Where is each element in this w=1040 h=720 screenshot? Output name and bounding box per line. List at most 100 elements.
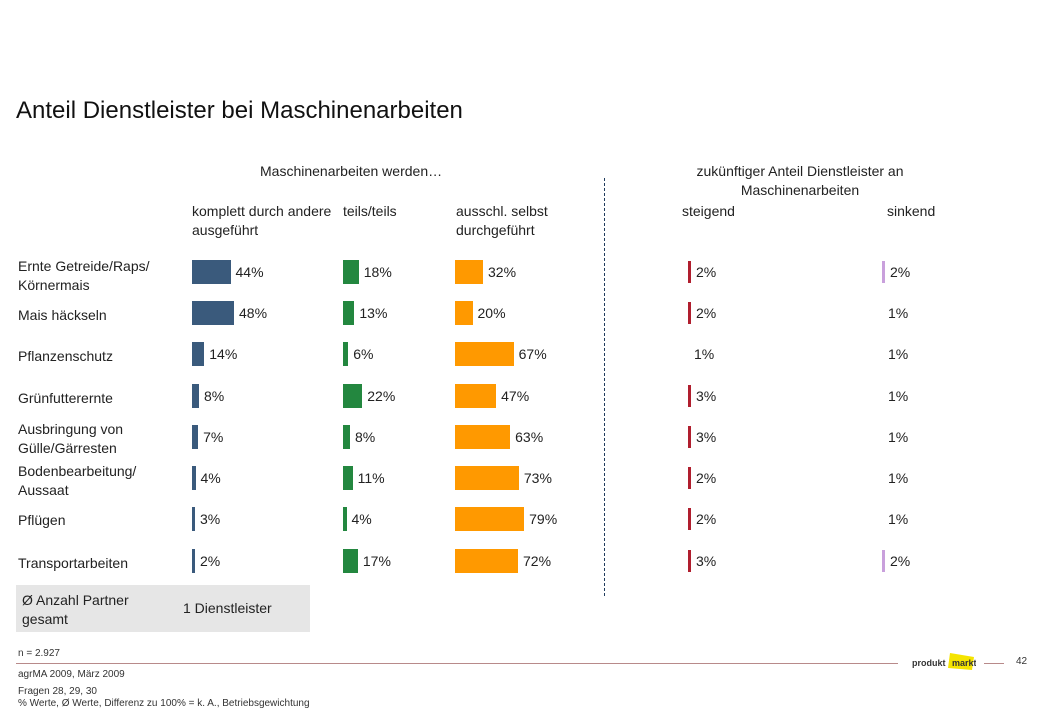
page-title: Anteil Dienstleister bei Maschinenarbeit… — [16, 97, 463, 124]
tick-steigend — [688, 426, 691, 448]
bar-komplett — [192, 507, 195, 531]
row-label-bodenbearbeitung-aussaat: Bodenbearbeitung/ Aussaat — [18, 463, 137, 498]
value-label-teils: 17% — [362, 553, 391, 569]
value-label-steigend: 2% — [696, 264, 717, 280]
bar-selbst — [455, 260, 483, 284]
section-divider — [604, 178, 605, 596]
value-label-selbst: 32% — [488, 264, 517, 280]
value-label-sinkend: 1% — [888, 388, 909, 404]
value-label-steigend: 2% — [696, 305, 717, 321]
bar-teils — [343, 507, 347, 531]
bar-teils — [343, 425, 350, 449]
value-label-komplett: 48% — [239, 305, 268, 321]
value-label-teils: 18% — [363, 264, 392, 280]
value-label-teils: 22% — [367, 388, 396, 404]
value-label-selbst: 63% — [515, 429, 544, 445]
bar-komplett — [192, 301, 234, 325]
column-header-komplett: komplett durch andere ausgeführt — [192, 203, 332, 238]
value-label-sinkend: 1% — [888, 511, 909, 527]
tick-steigend — [688, 550, 691, 572]
row-label-transportarbeiten: Transportarbeiten — [18, 555, 128, 571]
value-label-steigend: 3% — [696, 388, 717, 404]
bar-teils — [343, 466, 353, 490]
row-label-pflanzenschutz: Pflanzenschutz — [18, 348, 113, 364]
bar-selbst — [455, 342, 514, 366]
values-note: % Werte, Ø Werte, Differenz zu 100% = k.… — [18, 698, 310, 709]
tick-steigend — [688, 508, 691, 530]
row-label-ausbringung-von-gülle-gärresten: Ausbringung von Gülle/Gärresten — [18, 421, 124, 456]
bar-teils — [343, 549, 358, 573]
sample-size: n = 2.927 — [18, 648, 60, 659]
row-label-ernte-getreide-raps-körnermais: Ernte Getreide/Raps/ Körnermais — [18, 258, 150, 293]
value-label-komplett: 2% — [200, 553, 221, 569]
bar-selbst — [455, 466, 519, 490]
svg-text:produkt: produkt — [912, 658, 946, 668]
row-label-pflügen: Pflügen — [18, 512, 66, 528]
value-label-selbst: 67% — [518, 346, 547, 362]
value-label-selbst: 47% — [501, 388, 530, 404]
svg-text:markt: markt — [952, 658, 976, 668]
bar-teils — [343, 301, 355, 325]
bar-selbst — [455, 425, 511, 449]
row-label-mais-häckseln: Mais häckseln — [18, 307, 107, 323]
row-label-grünfutterernte: Grünfutterernte — [18, 390, 113, 406]
produkt-markt-logo: produkt markt — [910, 651, 977, 671]
source-note: agrMA 2009, März 2009 — [18, 669, 125, 680]
column-header-teils: teils/teils — [343, 203, 397, 219]
bar-komplett — [192, 549, 195, 573]
tick-sinkend — [882, 261, 885, 283]
average-label: Ø Anzahl Partner gesamt — [22, 592, 129, 627]
bar-komplett — [192, 425, 199, 449]
average-partners-box: Ø Anzahl Partner gesamt 1 Dienstleister — [16, 585, 310, 632]
value-label-steigend: 2% — [696, 511, 717, 527]
value-label-sinkend: 1% — [888, 470, 909, 486]
bar-selbst — [455, 301, 473, 325]
value-label-teils: 13% — [359, 305, 388, 321]
value-label-komplett: 44% — [235, 264, 264, 280]
value-label-sinkend: 2% — [890, 553, 911, 569]
value-label-komplett: 4% — [200, 470, 221, 486]
bar-teils — [343, 260, 359, 284]
column-header-sinkend: sinkend — [887, 203, 936, 219]
tick-sinkend — [882, 550, 885, 572]
bar-selbst — [455, 507, 525, 531]
bar-komplett — [192, 384, 199, 408]
value-label-steigend: 3% — [696, 553, 717, 569]
value-label-sinkend: 1% — [888, 346, 909, 362]
bar-teils — [343, 384, 363, 408]
value-label-selbst: 79% — [529, 511, 558, 527]
value-label-selbst: 20% — [477, 305, 506, 321]
value-label-selbst: 73% — [523, 470, 552, 486]
page-number: 42 — [1016, 656, 1028, 667]
average-value: 1 Dienstleister — [183, 600, 272, 616]
value-label-sinkend: 2% — [890, 264, 911, 280]
questions-note: Fragen 28, 29, 30 — [18, 686, 97, 697]
value-label-steigend: 3% — [696, 429, 717, 445]
group-header-right: zukünftiger Anteil Dienstleister an Masc… — [696, 163, 904, 198]
value-label-teils: 8% — [355, 429, 376, 445]
bar-komplett — [192, 260, 231, 284]
bar-selbst — [455, 384, 497, 408]
footer-line — [16, 663, 898, 664]
value-label-steigend: 2% — [696, 470, 717, 486]
column-header-selbst: ausschl. selbst durchgeführt — [456, 203, 548, 238]
bar-komplett — [192, 342, 205, 366]
tick-steigend — [688, 302, 691, 324]
tick-steigend — [688, 261, 691, 283]
value-label-komplett: 8% — [204, 388, 225, 404]
group-header-left: Maschinenarbeiten werden… — [260, 163, 443, 179]
tick-steigend — [688, 385, 691, 407]
value-label-komplett: 14% — [209, 346, 238, 362]
value-label-komplett: 7% — [203, 429, 224, 445]
bar-selbst — [455, 549, 518, 573]
bar-teils — [343, 342, 349, 366]
value-label-komplett: 3% — [200, 511, 221, 527]
value-label-teils: 11% — [357, 470, 385, 486]
footer-line-right — [984, 663, 1004, 664]
value-label-sinkend: 1% — [888, 305, 909, 321]
value-label-selbst: 72% — [523, 553, 552, 569]
tick-steigend — [688, 467, 691, 489]
value-label-steigend: 1% — [694, 346, 715, 362]
bar-komplett — [192, 466, 196, 490]
column-header-steigend: steigend — [682, 203, 735, 219]
